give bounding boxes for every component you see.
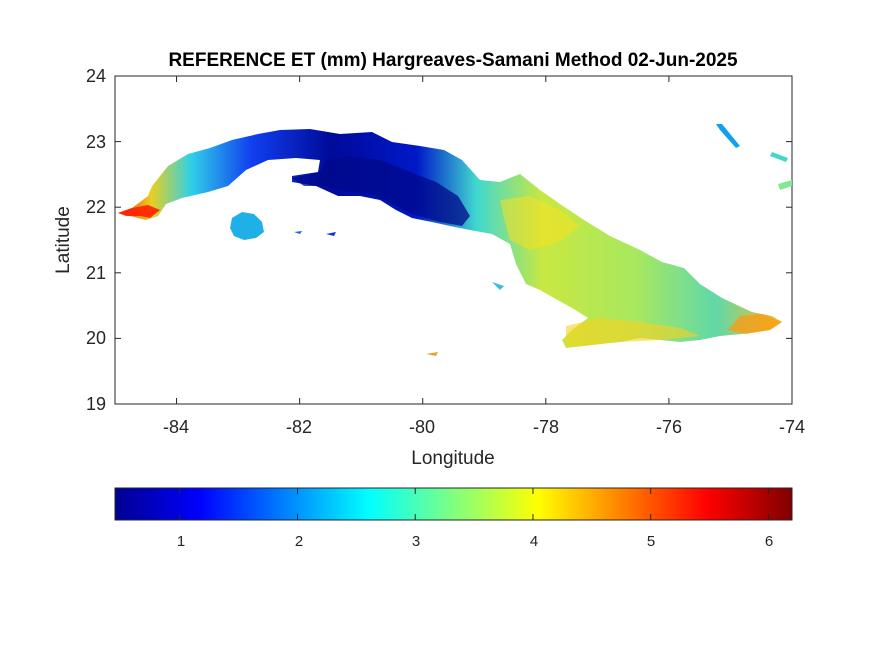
plot-area [114, 75, 793, 405]
cay-6 [294, 231, 302, 234]
colorbar-tick-label: 4 [530, 533, 538, 550]
colorbar-tick-label: 3 [412, 533, 420, 550]
y-tick-marks [115, 75, 792, 405]
cay-4 [426, 352, 438, 356]
colorbar-tick-label: 1 [177, 533, 185, 550]
y-tick-label: 22 [86, 197, 106, 217]
y-tick-label: 19 [86, 394, 106, 414]
cay-2 [770, 152, 788, 162]
y-axis: 19 20 21 22 23 24 Latitude [53, 66, 792, 414]
x-tick-label: -82 [286, 417, 312, 437]
y-tick-label: 23 [86, 132, 106, 152]
cay-5 [492, 282, 504, 290]
central-warm-patch [500, 196, 580, 250]
x-tick-label: -80 [409, 417, 435, 437]
x-tick-label: -76 [656, 417, 682, 437]
colorbar-tick-label: 2 [295, 533, 303, 550]
cuba-main-island [118, 129, 782, 348]
y-tick-label: 21 [86, 263, 106, 283]
x-tick-marks [176, 76, 793, 404]
cay-7 [326, 232, 336, 236]
x-axis-label: Longitude [411, 448, 494, 469]
colorbar-tick-marks [179, 488, 769, 520]
colorbar: 1 2 3 4 5 6 [114, 487, 793, 550]
southeast-warm-patch [566, 318, 700, 346]
chart-title: REFERENCE ET (mm) Hargreaves-Samani Meth… [168, 50, 738, 71]
x-tick-label: -74 [779, 417, 805, 437]
colorbar-tick-label: 6 [765, 533, 773, 550]
x-tick-label: -84 [163, 417, 189, 437]
x-tick-label: -78 [533, 417, 559, 437]
eastern-coast-warm [728, 314, 782, 334]
cuba-mainland-shape [118, 129, 782, 348]
y-axis-label: Latitude [53, 206, 74, 274]
minor-islands [230, 124, 792, 356]
colorbar-tick-label: 5 [647, 533, 655, 550]
dark-blue-core [292, 156, 470, 226]
x-axis: -84 -82 -80 -78 -76 -74 Longitude [163, 76, 805, 469]
colorbar-gradient [114, 487, 793, 521]
isle-of-youth [230, 212, 264, 240]
cay-3 [778, 180, 792, 190]
y-tick-label: 20 [86, 328, 106, 348]
western-tip-hot [118, 205, 160, 218]
cay-1 [716, 124, 740, 148]
y-tick-label: 24 [86, 66, 106, 86]
